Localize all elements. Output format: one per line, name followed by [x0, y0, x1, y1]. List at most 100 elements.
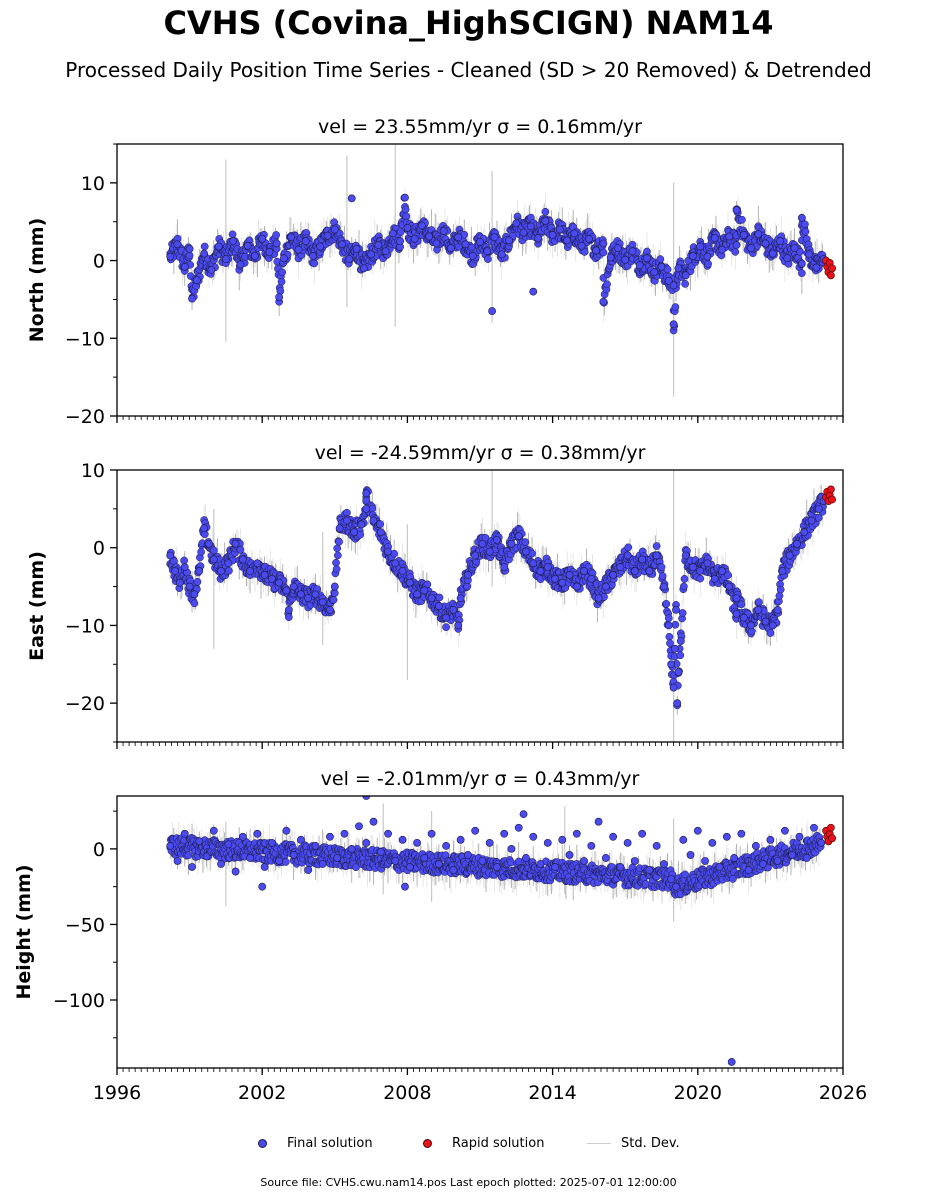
final-trace-point [209, 546, 218, 555]
y-tick-label: 10 [81, 173, 105, 195]
final-point [463, 571, 472, 579]
final-point [768, 621, 777, 630]
final-trace-point [281, 858, 290, 866]
final-point [548, 231, 557, 239]
final-point [403, 224, 412, 232]
final-point [807, 516, 816, 525]
final-point [231, 539, 240, 548]
final-trace-point [662, 600, 671, 608]
final-point [425, 232, 434, 241]
final-trace-point [666, 639, 674, 648]
final-point [747, 244, 755, 253]
final-point [246, 567, 254, 575]
final-trace-point [197, 548, 205, 556]
final-point [638, 555, 647, 564]
final-point [185, 582, 194, 591]
final-point [797, 213, 806, 222]
final-point [427, 594, 436, 603]
final-point [345, 255, 354, 263]
final-point [776, 237, 784, 246]
final-trace-point [329, 596, 338, 604]
final-point [275, 293, 284, 301]
final-point [635, 261, 644, 270]
final-point [238, 555, 247, 564]
final-point [623, 551, 632, 560]
final-point [483, 247, 492, 256]
final-point [352, 245, 361, 253]
final-point [398, 567, 407, 575]
final-trace-point [680, 575, 689, 583]
final-point [454, 233, 463, 242]
final-point [434, 602, 443, 610]
final-point [359, 264, 368, 273]
final-trace-point [801, 227, 810, 236]
final-point [236, 260, 245, 269]
final-point [376, 528, 385, 537]
final-point [200, 524, 209, 533]
final-point [534, 234, 542, 242]
final-point [643, 254, 651, 263]
final-trace-point [696, 574, 705, 583]
final-trace-point [737, 600, 746, 609]
final-trace-point [272, 231, 280, 239]
final-point [773, 605, 782, 614]
final-point [180, 563, 189, 572]
final-point [229, 237, 238, 246]
final-point [514, 532, 523, 540]
final-point [703, 252, 712, 261]
final-point [294, 245, 303, 254]
final-point [401, 193, 409, 202]
final-point [555, 225, 564, 234]
final-point [778, 567, 787, 575]
final-point [814, 504, 823, 513]
std-dev-bars-east [169, 470, 823, 742]
final-trace-point [225, 566, 233, 575]
final-point [580, 567, 588, 575]
final-point [754, 605, 763, 614]
final-point [725, 232, 734, 241]
final-point [669, 320, 678, 329]
final-point [645, 567, 654, 575]
final-point [357, 520, 366, 529]
final-point [587, 574, 596, 583]
final-point [391, 559, 400, 568]
final-point [594, 594, 603, 603]
final-point [207, 265, 216, 274]
final-point [405, 578, 414, 587]
final-point [289, 582, 298, 591]
final-trace-point [333, 551, 342, 560]
final-point [413, 590, 421, 599]
final-point [670, 644, 679, 653]
final-trace-point [664, 614, 673, 623]
final-point [260, 571, 269, 579]
final-point [265, 248, 274, 256]
final-trace-point [738, 215, 746, 224]
final-trace-point [376, 520, 385, 528]
final-trace-point [401, 205, 410, 214]
final-point [267, 574, 276, 583]
final-trace-point [658, 572, 667, 580]
final-point [674, 668, 683, 676]
final-point [529, 287, 538, 296]
final-point [338, 240, 346, 249]
final-point [410, 234, 419, 243]
final-trace-point [277, 277, 286, 286]
final-point [621, 255, 630, 264]
final-trace-point [796, 247, 804, 256]
final-trace-point [236, 545, 245, 554]
final-point [599, 239, 608, 248]
final-point [673, 699, 682, 708]
final-point [301, 237, 310, 246]
final-point [330, 582, 339, 591]
final-point [563, 236, 572, 245]
final-point [180, 262, 189, 271]
final-point [718, 245, 726, 254]
final-trace-point [665, 632, 674, 641]
final-point [783, 254, 792, 263]
final-point [384, 547, 392, 556]
final-point [805, 250, 814, 259]
final-point [650, 268, 659, 277]
final-trace-point [657, 563, 666, 571]
final-point [747, 621, 755, 630]
final-point [166, 551, 175, 560]
